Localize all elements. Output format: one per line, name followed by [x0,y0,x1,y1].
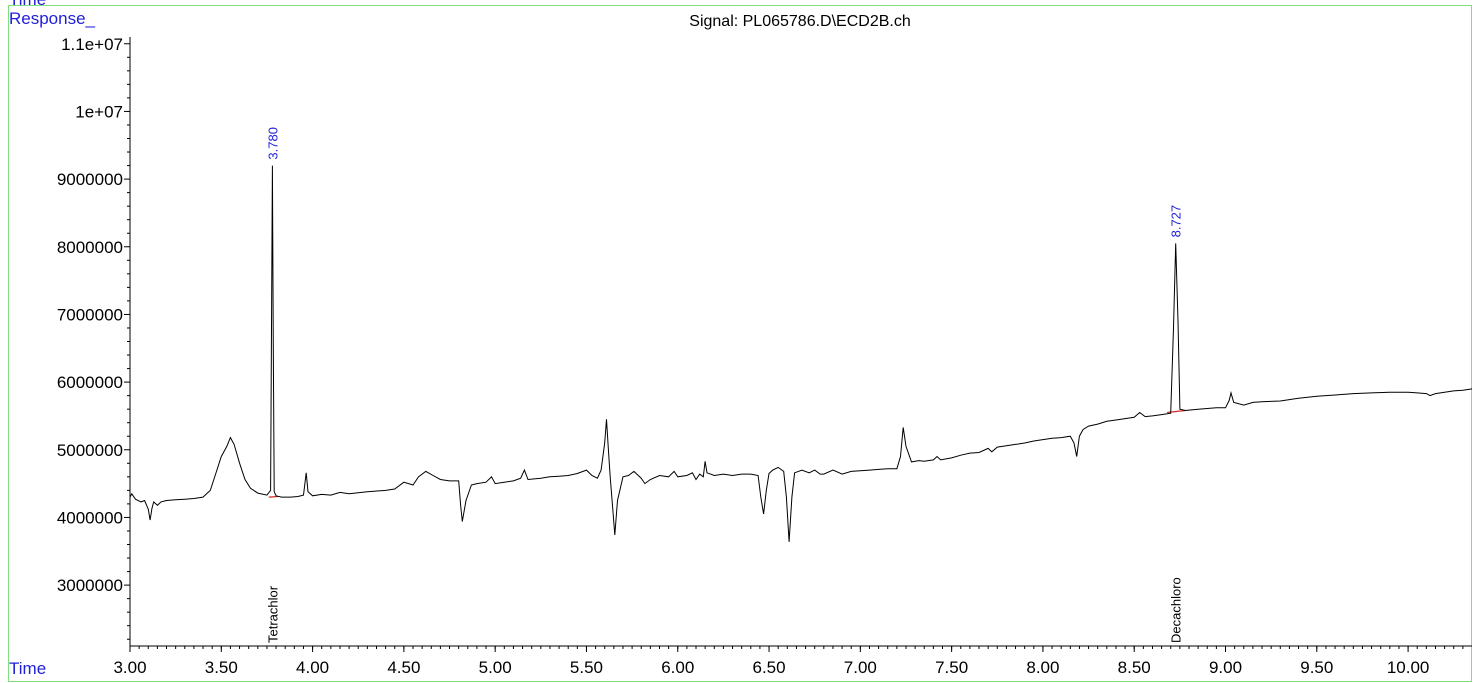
y-tick-label: 1e+07 [75,102,123,121]
y-tick-label: 9000000 [57,170,123,189]
corner-time-label: Time [9,0,46,8]
signal-trace [129,165,1473,542]
x-tick-label: 9.50 [1300,658,1333,677]
y-tick-label: 3000000 [57,576,123,595]
peak-retention-label: 8.727 [1169,205,1184,238]
x-tick-label: 6.00 [661,658,694,677]
compound-name-label: Decachloro [1169,577,1184,643]
x-tick-label: 7.00 [844,658,877,677]
x-axis-title: Time [9,659,47,678]
y-tick-label: 6000000 [57,373,123,392]
y-tick-label: 1.1e+07 [61,35,123,54]
peak-retention-label: 3.780 [265,127,280,160]
series-layer [129,165,1473,542]
y-tick-label: 7000000 [57,305,123,324]
chart-title: Signal: PL065786.D\ECD2B.ch [689,13,911,30]
y-tick-label: 8000000 [57,238,123,257]
x-tick-label: 6.50 [753,658,786,677]
axes: 3000000 4000000 5000000 6000000 7000000 80000… [57,35,1472,677]
peak-baseline [268,495,278,498]
x-tick-label: 4.50 [387,658,420,677]
x-tick-label: 9.00 [1209,658,1242,677]
x-tick-label: 10.00 [1387,658,1430,677]
x-tick-label: 5.00 [479,658,512,677]
peak-labels: 3.780 8.727 Tetrachlor Decachloro [265,127,1183,643]
x-tick-label: 3.00 [113,658,146,677]
y-tick-label: 4000000 [57,508,123,527]
x-tick-label: 8.00 [1026,658,1059,677]
compound-name-label: Tetrachlor [265,585,280,643]
y-axis-title: Response_ [9,9,96,28]
y-tick-label: 5000000 [57,441,123,460]
x-tick-label: 7.50 [935,658,968,677]
peak-baseline [1167,409,1186,414]
x-tick-label: 4.00 [296,658,329,677]
baselines [268,409,1186,498]
x-tick-label: 3.50 [205,658,238,677]
x-tick-label: 5.50 [570,658,603,677]
x-tick-label: 8.50 [1118,658,1151,677]
plot-frame [8,5,1472,682]
